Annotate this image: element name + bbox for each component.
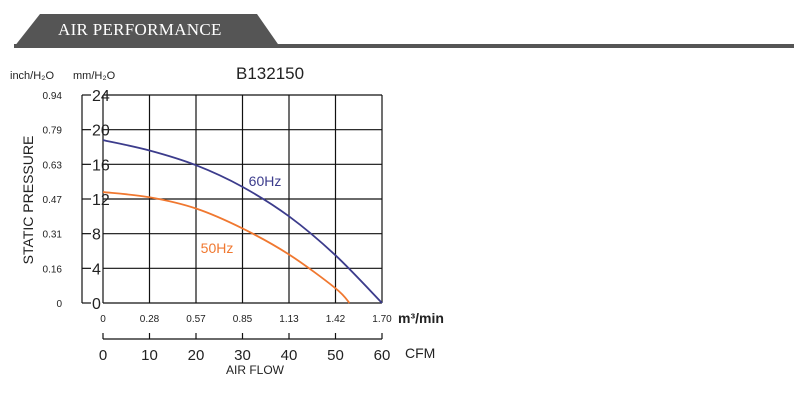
y-tick-label-mm: 12 xyxy=(92,192,110,209)
x-tick-label-m3: 0.57 xyxy=(186,314,206,325)
x-tick-label-m3: 0 xyxy=(100,314,106,325)
y-axis-label: STATIC PRESSURE xyxy=(20,136,36,265)
y-tick-label-inch: 0.79 xyxy=(43,126,63,137)
x-tick-label-cfm: 60 xyxy=(374,347,391,364)
x-tick-label-m3: 1.13 xyxy=(279,314,299,325)
y-tick-label-inch: 0.16 xyxy=(43,264,63,275)
y-tick-label-mm: 20 xyxy=(92,123,110,140)
x-tick-label-cfm: 50 xyxy=(327,347,344,364)
series-label-60hz: 60Hz xyxy=(249,173,282,189)
y-tick-label-mm: 8 xyxy=(92,227,101,244)
y-tick-label-inch: 0.47 xyxy=(43,195,63,206)
section-header: AIR PERFORMANCE xyxy=(0,0,807,60)
chart-title: B132150 xyxy=(236,64,304,83)
header-rule xyxy=(14,44,794,48)
x-tick-label-cfm: 20 xyxy=(188,347,205,364)
x-tick-label-cfm: 30 xyxy=(234,347,251,364)
y-tick-label-mm: 24 xyxy=(92,88,110,105)
y-tick-label-mm: 0 xyxy=(92,296,101,313)
section-title: AIR PERFORMANCE xyxy=(58,20,222,39)
section-header-shape xyxy=(14,14,794,48)
y-unit-mm: mm/H₂O xyxy=(73,70,116,82)
x-axis-label: AIR FLOW xyxy=(226,363,285,377)
chart-grid xyxy=(102,94,383,304)
y-tick-label-inch: 0 xyxy=(56,299,62,310)
series-label-50hz: 50Hz xyxy=(201,240,234,256)
y-tick-label-inch: 0.94 xyxy=(43,91,63,102)
x-unit-m3: m³/min xyxy=(398,310,444,326)
x-tick-label-cfm: 40 xyxy=(281,347,298,364)
x-tick-label-m3: 0.85 xyxy=(233,314,253,325)
y-tick-label-inch: 0.31 xyxy=(43,230,63,241)
header-tab-shape xyxy=(14,14,280,47)
x-tick-label-m3: 1.70 xyxy=(372,314,392,325)
x-tick-label-cfm: 0 xyxy=(99,347,107,364)
chart-series: 60Hz 50Hz xyxy=(102,139,383,304)
series-line-50hz xyxy=(102,191,351,304)
x-tick-label-m3: 1.42 xyxy=(326,314,346,325)
x-unit-cfm: CFM xyxy=(405,345,435,361)
y-tick-label-mm: 16 xyxy=(92,157,110,174)
series-line-60hz xyxy=(102,139,383,304)
x-tick-label-cfm: 10 xyxy=(141,347,158,364)
y-tick-label-inch: 0.63 xyxy=(43,160,63,171)
x-tick-label-m3: 0.28 xyxy=(140,314,160,325)
y-tick-label-mm: 4 xyxy=(92,261,101,278)
y-unit-inch: inch/H₂O xyxy=(10,70,54,82)
